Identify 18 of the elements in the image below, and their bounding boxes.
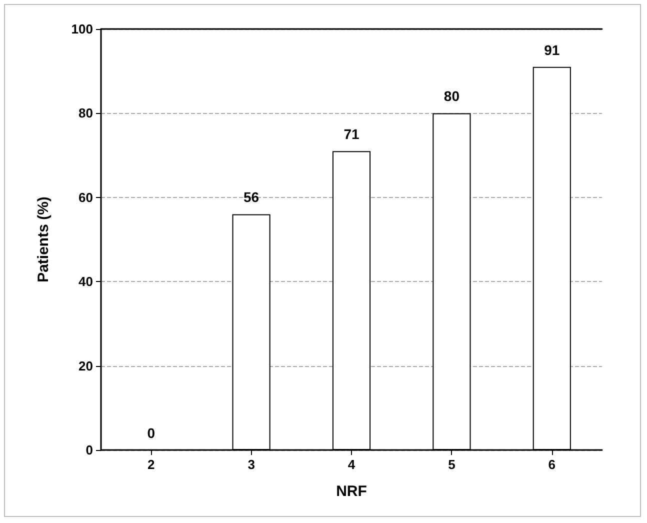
x-tick-label: 2 (147, 457, 155, 472)
x-tick-label: 6 (548, 457, 556, 472)
y-tick-label: 20 (78, 358, 93, 374)
y-tick-label: 100 (71, 22, 93, 36)
y-axis-title: Patients (%) (35, 196, 52, 282)
x-tick-label: 4 (348, 457, 356, 472)
y-tick-label: 80 (78, 106, 93, 121)
data-label: 0 (147, 425, 156, 441)
y-tick-label: 0 (86, 442, 93, 458)
data-label: 56 (244, 189, 260, 206)
data-label: 71 (344, 126, 360, 142)
x-tick-label: 3 (248, 457, 255, 472)
x-tick-label: 5 (448, 457, 456, 472)
data-label: 80 (444, 88, 460, 104)
x-axis-title: NRF (336, 483, 367, 500)
data-label: 91 (544, 42, 560, 58)
y-tick-label: 60 (78, 190, 93, 205)
y-tick-label: 40 (78, 274, 93, 290)
